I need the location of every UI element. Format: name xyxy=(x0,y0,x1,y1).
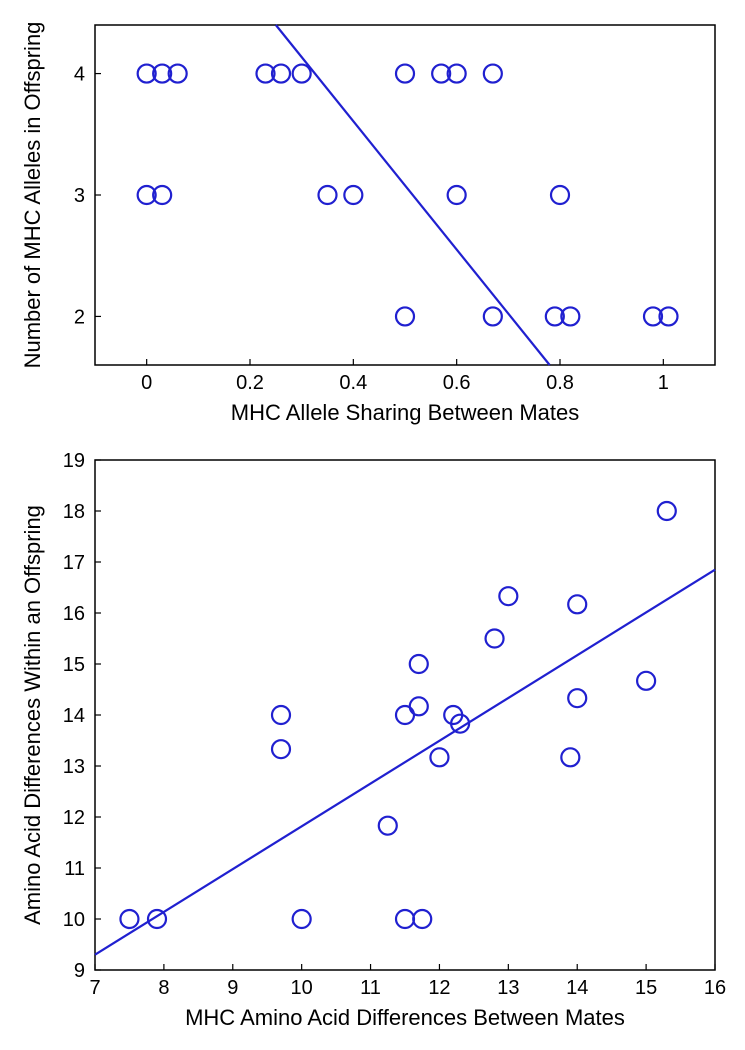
data-point xyxy=(410,655,428,673)
data-point xyxy=(448,186,466,204)
data-point xyxy=(484,65,502,83)
y-tick-label: 19 xyxy=(63,450,85,472)
data-point xyxy=(344,186,362,204)
data-point xyxy=(658,502,676,520)
y-tick-label: 16 xyxy=(63,603,85,625)
y-axis-label: Number of MHC Alleles in Offspring xyxy=(20,22,45,369)
data-point xyxy=(568,595,586,613)
x-tick-label: 16 xyxy=(704,977,726,999)
chart-page: 00.20.40.60.81234MHC Allele Sharing Betw… xyxy=(0,0,745,1050)
x-tick-label: 10 xyxy=(291,977,313,999)
y-tick-label: 10 xyxy=(63,909,85,931)
charts-svg: 00.20.40.60.81234MHC Allele Sharing Betw… xyxy=(0,0,745,1050)
x-tick-label: 7 xyxy=(89,977,100,999)
y-axis-label: Amino Acid Differences Within an Offspri… xyxy=(20,505,45,925)
y-tick-label: 2 xyxy=(74,306,85,328)
y-tick-label: 9 xyxy=(74,960,85,982)
plot-border xyxy=(95,25,715,365)
data-point xyxy=(561,748,579,766)
y-tick-label: 17 xyxy=(63,552,85,574)
data-point xyxy=(413,910,431,928)
data-point xyxy=(396,706,414,724)
x-tick-label: 0.4 xyxy=(339,372,367,394)
y-tick-label: 4 xyxy=(74,64,85,86)
y-tick-label: 11 xyxy=(64,858,85,880)
data-point xyxy=(568,689,586,707)
data-point xyxy=(120,910,138,928)
x-tick-label: 1 xyxy=(658,372,669,394)
data-point xyxy=(551,186,569,204)
data-point xyxy=(319,186,337,204)
data-point xyxy=(430,748,448,766)
data-point xyxy=(484,307,502,325)
x-tick-label: 15 xyxy=(635,977,657,999)
plot-border xyxy=(95,460,715,970)
data-point xyxy=(379,817,397,835)
regression-line xyxy=(95,570,715,955)
data-point xyxy=(272,740,290,758)
y-tick-label: 12 xyxy=(63,807,85,829)
x-tick-label: 11 xyxy=(360,977,381,999)
data-point xyxy=(293,65,311,83)
data-point xyxy=(293,910,311,928)
data-point xyxy=(396,65,414,83)
x-tick-label: 0.2 xyxy=(236,372,264,394)
data-point xyxy=(499,587,517,605)
data-point xyxy=(396,910,414,928)
y-tick-label: 18 xyxy=(63,501,85,523)
data-point xyxy=(637,672,655,690)
data-point xyxy=(272,706,290,724)
y-tick-label: 14 xyxy=(63,705,85,727)
x-tick-label: 9 xyxy=(227,977,238,999)
x-tick-label: 13 xyxy=(497,977,519,999)
x-tick-label: 8 xyxy=(158,977,169,999)
x-axis-label: MHC Allele Sharing Between Mates xyxy=(231,400,580,425)
y-tick-label: 3 xyxy=(74,185,85,207)
y-tick-label: 15 xyxy=(63,654,85,676)
data-point xyxy=(486,630,504,648)
x-tick-label: 14 xyxy=(566,977,588,999)
x-tick-label: 0 xyxy=(141,372,152,394)
x-axis-label: MHC Amino Acid Differences Between Mates xyxy=(185,1005,625,1030)
x-tick-label: 0.8 xyxy=(546,372,574,394)
y-tick-label: 13 xyxy=(63,756,85,778)
data-point xyxy=(410,697,428,715)
x-tick-label: 0.6 xyxy=(443,372,471,394)
data-point xyxy=(396,307,414,325)
x-tick-label: 12 xyxy=(428,977,450,999)
